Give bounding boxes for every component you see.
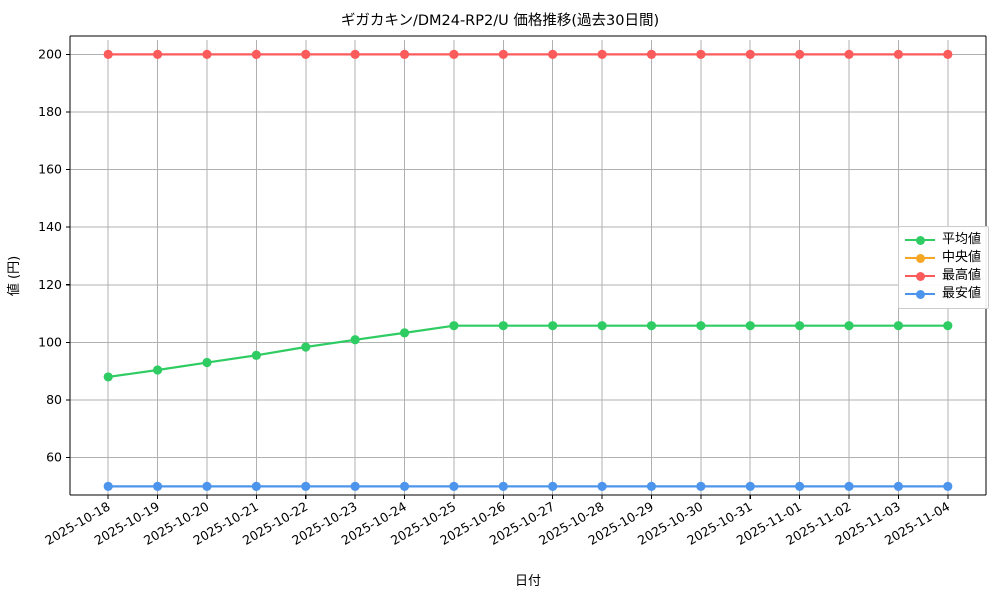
y-tick-label: 60: [46, 450, 62, 465]
data-point: [350, 49, 360, 59]
legend-item-label: 平均値: [942, 232, 982, 247]
data-point: [152, 365, 163, 375]
y-tick-label: 140: [38, 219, 62, 234]
data-point: [893, 49, 904, 59]
data-point: [152, 49, 163, 59]
axis-ticks: [66, 53, 949, 499]
data-point: [449, 481, 459, 491]
data-point: [696, 481, 706, 491]
series-line-平均値: [107, 324, 949, 379]
legend-item-label: 中央値: [942, 250, 982, 265]
grid-layer: [70, 40, 986, 495]
data-point: [399, 328, 410, 338]
data-point: [597, 481, 607, 491]
data-point: [498, 321, 508, 331]
data-point: [350, 481, 360, 491]
data-point: [103, 481, 113, 491]
data-point: [350, 335, 360, 345]
legend-item[interactable]: 最高値: [905, 267, 981, 285]
data-point: [251, 350, 261, 360]
legend-item[interactable]: 平均値: [905, 231, 981, 249]
data-point: [498, 49, 508, 59]
data-point: [893, 481, 904, 491]
y-tick-label: 160: [38, 162, 62, 177]
data-point: [301, 49, 311, 59]
data-point: [399, 49, 410, 59]
data-point: [202, 481, 212, 491]
chart-legend: 平均値中央値最高値最安値: [898, 226, 990, 309]
y-tick-label: 180: [38, 104, 62, 119]
data-point: [795, 481, 805, 491]
data-point: [844, 49, 854, 59]
legend-swatch-icon: [905, 269, 935, 283]
data-point: [646, 481, 657, 491]
data-point: [795, 321, 805, 331]
data-point: [745, 49, 755, 59]
data-point: [498, 481, 508, 491]
y-tick-label: 100: [38, 334, 62, 349]
data-point: [597, 321, 607, 331]
data-point: [103, 372, 113, 382]
data-point: [597, 49, 607, 59]
data-point: [399, 481, 410, 491]
data-point: [696, 49, 706, 59]
data-point: [745, 321, 755, 331]
chart-title: ギガカキン/DM24-RP2/U 価格推移(過去30日間): [340, 13, 660, 29]
y-tick-label: 200: [38, 46, 62, 61]
data-point: [301, 342, 311, 352]
x-axis-tick-labels: 2025-10-182025-10-192025-10-202025-10-21…: [42, 499, 952, 548]
y-tick-label: 80: [46, 392, 62, 407]
y-axis-tick-labels: 60 80 100 120 140 160 180 200: [38, 46, 62, 464]
legend-item-label: 最安値: [942, 286, 982, 301]
legend-swatch-icon: [905, 251, 935, 265]
data-point: [745, 481, 755, 491]
x-axis-label: 日付: [515, 574, 541, 589]
data-point: [795, 49, 805, 59]
data-point: [943, 481, 953, 491]
data-point: [844, 321, 854, 331]
data-point: [103, 49, 113, 59]
legend-swatch-icon: [905, 233, 935, 247]
data-point: [696, 321, 706, 331]
data-point: [301, 481, 311, 491]
data-point: [646, 49, 657, 59]
series-layer: [103, 49, 953, 491]
data-point: [943, 49, 953, 59]
data-point: [844, 481, 854, 491]
data-point: [449, 321, 459, 331]
data-point: [152, 481, 163, 491]
data-point: [943, 321, 953, 331]
data-point: [548, 481, 558, 491]
y-tick-label: 120: [38, 277, 62, 292]
data-point: [202, 357, 212, 368]
data-point: [449, 49, 459, 59]
legend-swatch-icon: [905, 287, 935, 301]
data-point: [548, 49, 558, 59]
data-point: [646, 321, 657, 331]
data-point: [893, 321, 904, 331]
y-axis-label: 値 (円): [6, 256, 22, 296]
data-point: [251, 481, 261, 491]
data-point: [202, 49, 212, 59]
data-point: [251, 49, 261, 59]
legend-item-label: 最高値: [942, 268, 982, 283]
legend-item[interactable]: 最安値: [905, 285, 981, 303]
data-point: [548, 321, 558, 331]
legend-item[interactable]: 中央値: [905, 249, 981, 267]
